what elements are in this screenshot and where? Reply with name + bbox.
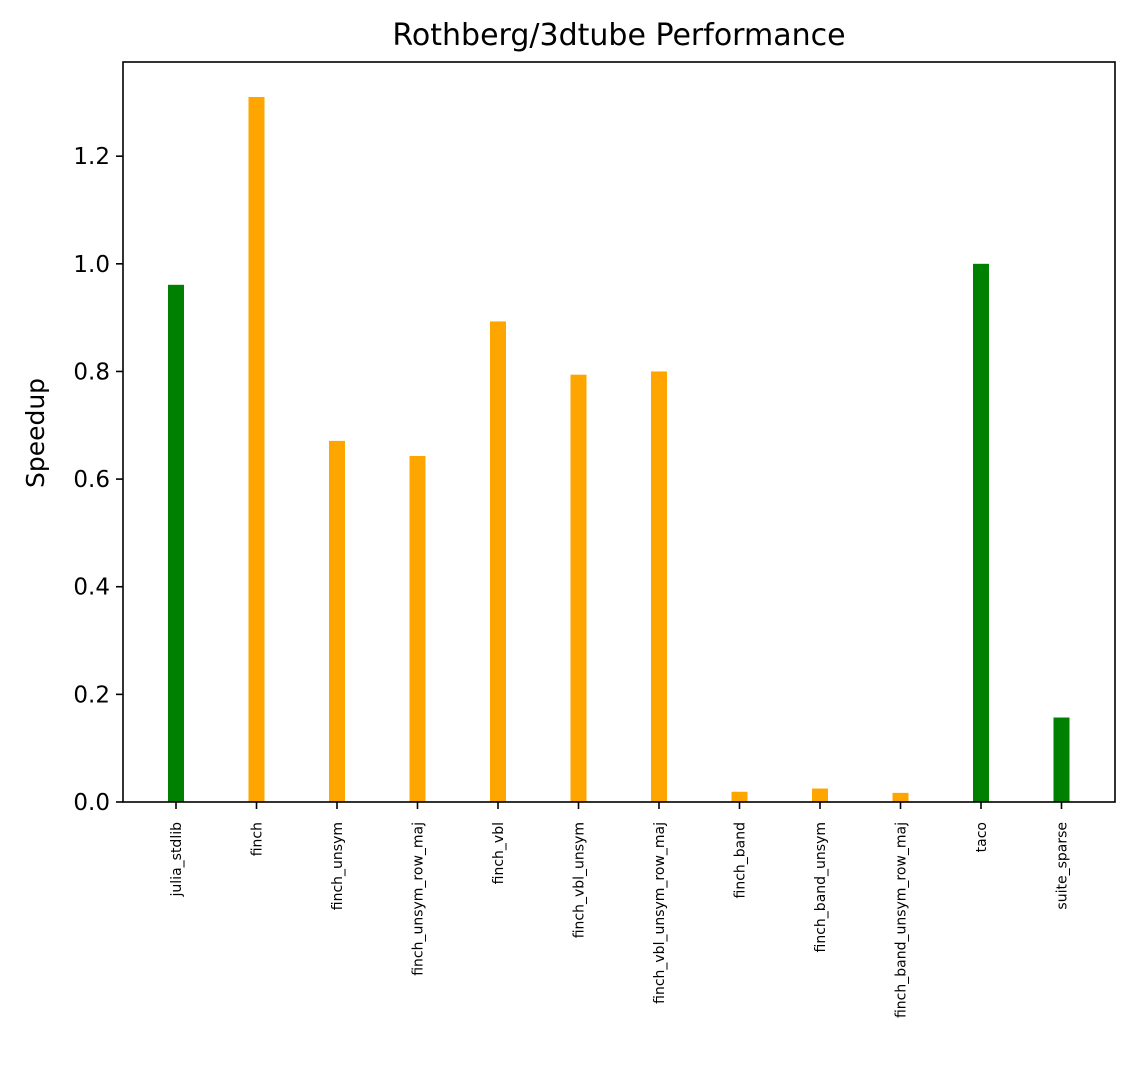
y-axis-label: Speedup <box>21 378 50 488</box>
bar-finch_band <box>731 791 748 802</box>
y-tick-label: 1.0 <box>73 252 110 278</box>
bar-finch_vbl <box>490 321 506 802</box>
x-tick-label: finch_band <box>733 822 749 899</box>
y-tick-label: 0.0 <box>73 790 110 816</box>
x-tick-label: finch_vbl_unsym_row_maj <box>652 822 668 1004</box>
bar-finch_band_unsym <box>812 788 828 802</box>
y-tick-label: 0.4 <box>73 575 110 601</box>
bars-layer <box>168 96 1070 803</box>
y-tick-label: 0.6 <box>73 467 110 493</box>
bar-finch_unsym_row_maj <box>409 455 426 802</box>
x-tick-label: finch_unsym <box>330 822 346 910</box>
x-tick-label: taco <box>974 822 990 852</box>
x-tick-label: julia_stdlib <box>169 822 185 898</box>
x-tick-label: finch_unsym_row_maj <box>411 822 427 976</box>
plot-area-frame <box>122 61 1116 803</box>
x-tick-label: finch_vbl_unsym <box>572 822 588 938</box>
x-tick-label: finch_band_unsym <box>813 822 829 952</box>
x-axis: julia_stdlib finch finch_unsym finch_unsym_… <box>169 802 1071 1018</box>
bar-taco <box>973 263 989 802</box>
bar-finch <box>248 96 265 803</box>
y-tick-label: 1.2 <box>73 144 110 170</box>
x-tick-label: finch <box>250 822 266 856</box>
x-tick-label: finch_band_unsym_row_maj <box>894 822 910 1018</box>
bar-julia_stdlib <box>168 284 184 803</box>
y-axis: 0.0 0.2 0.4 0.6 0.8 1.0 1.2 <box>73 144 123 816</box>
bar-finch_unsym <box>329 440 345 802</box>
bar-finch_vbl_unsym <box>570 374 587 802</box>
bar-finch_band_unsym_row_maj <box>892 792 909 802</box>
bar-suite_sparse <box>1053 717 1070 802</box>
x-tick-label: finch_vbl <box>491 822 507 884</box>
y-tick-label: 0.2 <box>73 682 110 708</box>
chart-title: Rothberg/3dtube Performance <box>392 18 845 53</box>
x-tick-label: suite_sparse <box>1055 822 1071 910</box>
bar-finch_vbl_unsym_row_maj <box>651 371 667 802</box>
y-tick-label: 0.8 <box>73 359 110 385</box>
